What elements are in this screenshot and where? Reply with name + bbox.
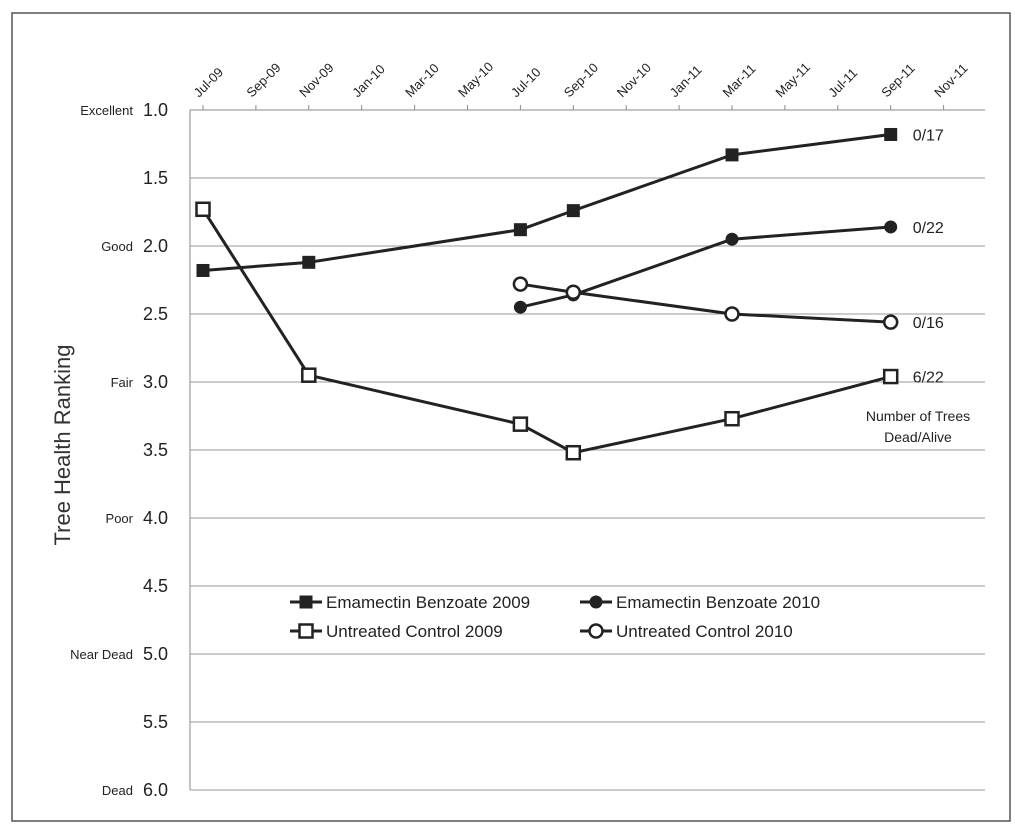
y-tick-label: 5.5 bbox=[143, 712, 168, 732]
chart-frame bbox=[11, 12, 1011, 822]
series-layer bbox=[195, 127, 899, 461]
annotation-line-1: Number of Trees bbox=[866, 408, 970, 424]
y-tick-label: 5.0 bbox=[143, 644, 168, 664]
y-tick-label: 4.5 bbox=[143, 576, 168, 596]
legend-marker-3 bbox=[588, 623, 604, 639]
series-1-point-0 bbox=[513, 300, 527, 314]
x-tick-label: Jul-10 bbox=[508, 64, 544, 100]
legend-label-3: Untreated Control 2010 bbox=[616, 622, 793, 641]
y-category-label: Excellent bbox=[80, 103, 133, 118]
x-tick-label: Jul-11 bbox=[825, 65, 860, 100]
series-2-point-5 bbox=[882, 368, 899, 385]
y-category-label: Near Dead bbox=[70, 647, 133, 662]
x-tick-label: Mar-11 bbox=[720, 61, 759, 100]
legend: Emamectin Benzoate 2009 Emamectin Benzoat… bbox=[290, 593, 820, 641]
legend-label-1: Emamectin Benzoate 2010 bbox=[616, 593, 820, 612]
y-tick-label: 1.5 bbox=[143, 168, 168, 188]
legend-marker-2 bbox=[298, 623, 314, 639]
x-tick-label: Sep-09 bbox=[243, 60, 283, 100]
series-0-point-5 bbox=[884, 127, 898, 141]
x-tick-label: Jul-09 bbox=[191, 64, 227, 100]
series-2-point-2 bbox=[512, 416, 529, 432]
end-label-1: 0/22 bbox=[913, 220, 944, 237]
series-1-point-2 bbox=[725, 232, 739, 246]
x-tick-label: May-11 bbox=[772, 60, 813, 101]
x-tick-label: May-10 bbox=[455, 59, 496, 100]
series-3-point-0 bbox=[512, 276, 529, 292]
series-2-point-1 bbox=[301, 367, 317, 383]
y-category-label: Dead bbox=[102, 783, 133, 798]
y-tick-label: 1.0 bbox=[143, 100, 168, 120]
end-label-0: 0/17 bbox=[913, 127, 944, 144]
x-tick-label: Jan-11 bbox=[667, 62, 705, 100]
y-tick-label: 4.0 bbox=[143, 508, 168, 528]
series-line-2 bbox=[201, 208, 892, 455]
y-axis: 1.0 1.5 2.0 2.5 3.0 3.5 4.0 4.5 5.0 5.5 6.0 Excelle… bbox=[70, 100, 191, 800]
series-1-point-3 bbox=[884, 220, 898, 234]
legend-label-0: Emamectin Benzoate 2009 bbox=[326, 593, 530, 612]
x-tick-label: Sep-10 bbox=[561, 60, 601, 100]
series-2-point-3 bbox=[565, 444, 582, 461]
end-label-3: 0/16 bbox=[913, 315, 944, 332]
annotation-line-2: Dead/Alive bbox=[884, 429, 952, 445]
y-category-label: Poor bbox=[106, 511, 134, 526]
x-tick-label: Mar-10 bbox=[402, 60, 442, 100]
series-0-point-4 bbox=[725, 148, 739, 162]
x-tick-label: Nov-11 bbox=[931, 61, 971, 101]
legend-marker-0 bbox=[299, 595, 313, 609]
series-0-point-0 bbox=[196, 263, 210, 277]
legend-label-2: Untreated Control 2009 bbox=[326, 622, 503, 641]
series-3-point-3 bbox=[882, 314, 899, 330]
y-tick-label: 3.0 bbox=[143, 372, 168, 392]
series-0-point-1 bbox=[302, 255, 316, 269]
x-tick-label: Nov-09 bbox=[296, 60, 336, 100]
series-0-point-3 bbox=[566, 204, 580, 218]
series-2-point-0 bbox=[195, 201, 211, 218]
legend-marker-1 bbox=[589, 595, 603, 609]
y-tick-label: 2.0 bbox=[143, 236, 168, 256]
y-axis-label: Tree Health Ranking bbox=[50, 345, 75, 546]
series-line-3 bbox=[520, 282, 891, 324]
y-category-label: Good bbox=[101, 239, 133, 254]
series-3-point-1 bbox=[565, 284, 582, 300]
y-tick-label: 2.5 bbox=[143, 304, 168, 324]
y-tick-label: 3.5 bbox=[143, 440, 168, 460]
y-tick-label: 6.0 bbox=[143, 780, 168, 800]
series-0-point-2 bbox=[513, 223, 527, 237]
series-line-1 bbox=[520, 225, 891, 309]
x-axis: Jul-09 Sep-09 Nov-09 Jan-10 Mar-10 May-10 Jul-… bbox=[190, 59, 985, 111]
series-3-point-2 bbox=[724, 306, 740, 322]
series-line-0 bbox=[202, 132, 891, 272]
x-tick-label: Nov-10 bbox=[614, 60, 654, 100]
y-category-label: Fair bbox=[111, 375, 134, 390]
series-2-point-4 bbox=[724, 410, 740, 427]
x-tick-label: Sep-11 bbox=[878, 61, 918, 101]
end-label-2: 6/22 bbox=[913, 370, 944, 387]
x-tick-label: Jan-10 bbox=[349, 61, 388, 100]
end-labels: 0/17 0/22 6/22 0/16 bbox=[913, 127, 944, 386]
